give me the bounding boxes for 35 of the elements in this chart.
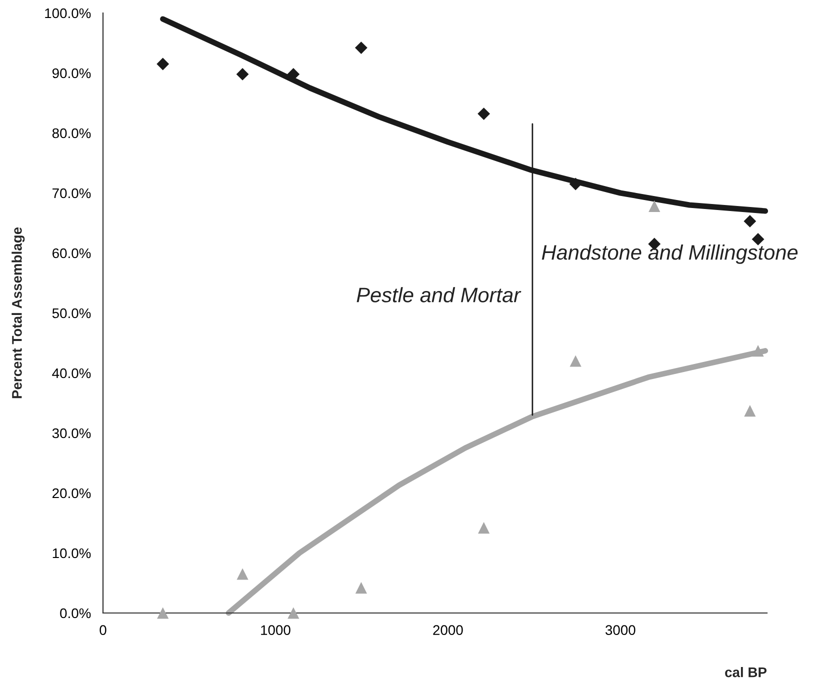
y-axis-title: Percent Total Assemblage: [12, 227, 25, 398]
y-tick-label: 60.0%: [52, 248, 91, 258]
point: [236, 68, 249, 80]
y-tick-label: 30.0%: [52, 428, 91, 438]
point: [157, 607, 169, 619]
point: [744, 214, 756, 228]
point: [478, 522, 490, 534]
point: [570, 355, 582, 367]
point: [752, 232, 764, 246]
point: [569, 178, 582, 190]
x-tick-label: 0: [100, 625, 106, 636]
x-tick-label: 1000: [261, 625, 290, 636]
point: [648, 200, 660, 212]
annotation: Pestle and Mortar: [356, 287, 522, 302]
y-tick-label: 10.0%: [52, 548, 91, 558]
point: [752, 344, 764, 357]
annotation: Handstone and Millingstone: [542, 244, 798, 264]
point: [236, 568, 248, 580]
y-tick-label: 90.0%: [52, 68, 91, 78]
y-tick-label: 100.0%: [45, 8, 91, 18]
x-tick-label: 2000: [433, 625, 463, 636]
point: [355, 582, 367, 594]
x-tick-label: 3000: [605, 625, 636, 636]
point: [288, 607, 300, 619]
y-tick-label: 80.0%: [52, 128, 91, 138]
x-axis-title: cal BP: [725, 667, 767, 678]
y-tick-label: 0.0%: [60, 608, 91, 618]
y-tick-label: 50.0%: [52, 308, 91, 318]
point: [478, 108, 490, 120]
y-tick-label: 70.0%: [52, 188, 91, 198]
point: [156, 58, 170, 70]
y-tick-label: 40.0%: [52, 368, 91, 378]
y-tick-label: 20.0%: [52, 488, 91, 498]
point: [354, 42, 368, 54]
point: [744, 404, 756, 417]
